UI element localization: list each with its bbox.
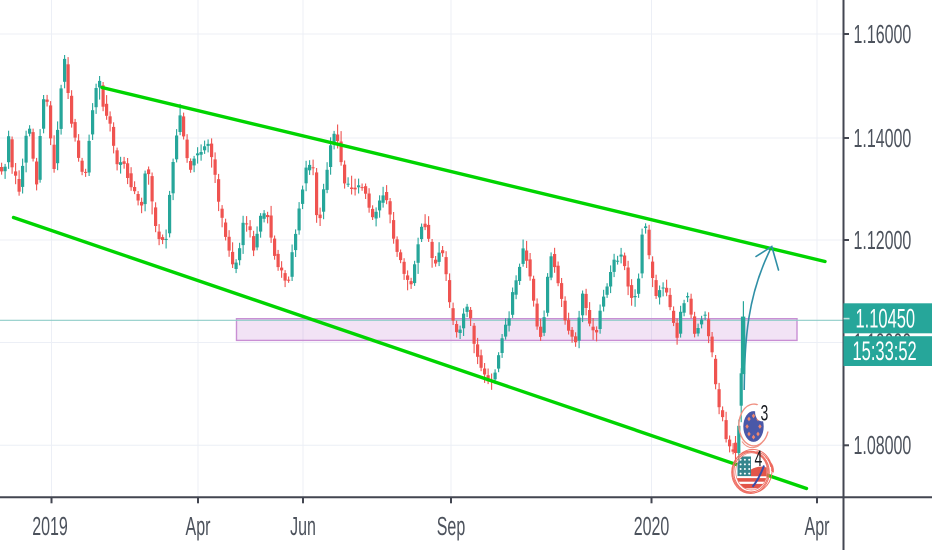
svg-text:2019: 2019 xyxy=(32,512,68,541)
svg-text:1.16000: 1.16000 xyxy=(854,20,912,49)
svg-text:4: 4 xyxy=(755,446,763,471)
svg-text:Jun: Jun xyxy=(290,512,316,541)
svg-text:1.14000: 1.14000 xyxy=(854,124,912,153)
svg-text:Sep: Sep xyxy=(437,512,465,541)
svg-text:Apr: Apr xyxy=(186,512,211,541)
svg-text:3: 3 xyxy=(761,400,769,425)
svg-text:1.08000: 1.08000 xyxy=(854,431,912,460)
svg-text:15:33:52: 15:33:52 xyxy=(853,336,917,366)
svg-text:2020: 2020 xyxy=(634,512,670,541)
svg-text:Apr: Apr xyxy=(805,512,830,541)
svg-text:1.10450: 1.10450 xyxy=(856,303,916,333)
svg-text:1.12000: 1.12000 xyxy=(854,226,912,255)
